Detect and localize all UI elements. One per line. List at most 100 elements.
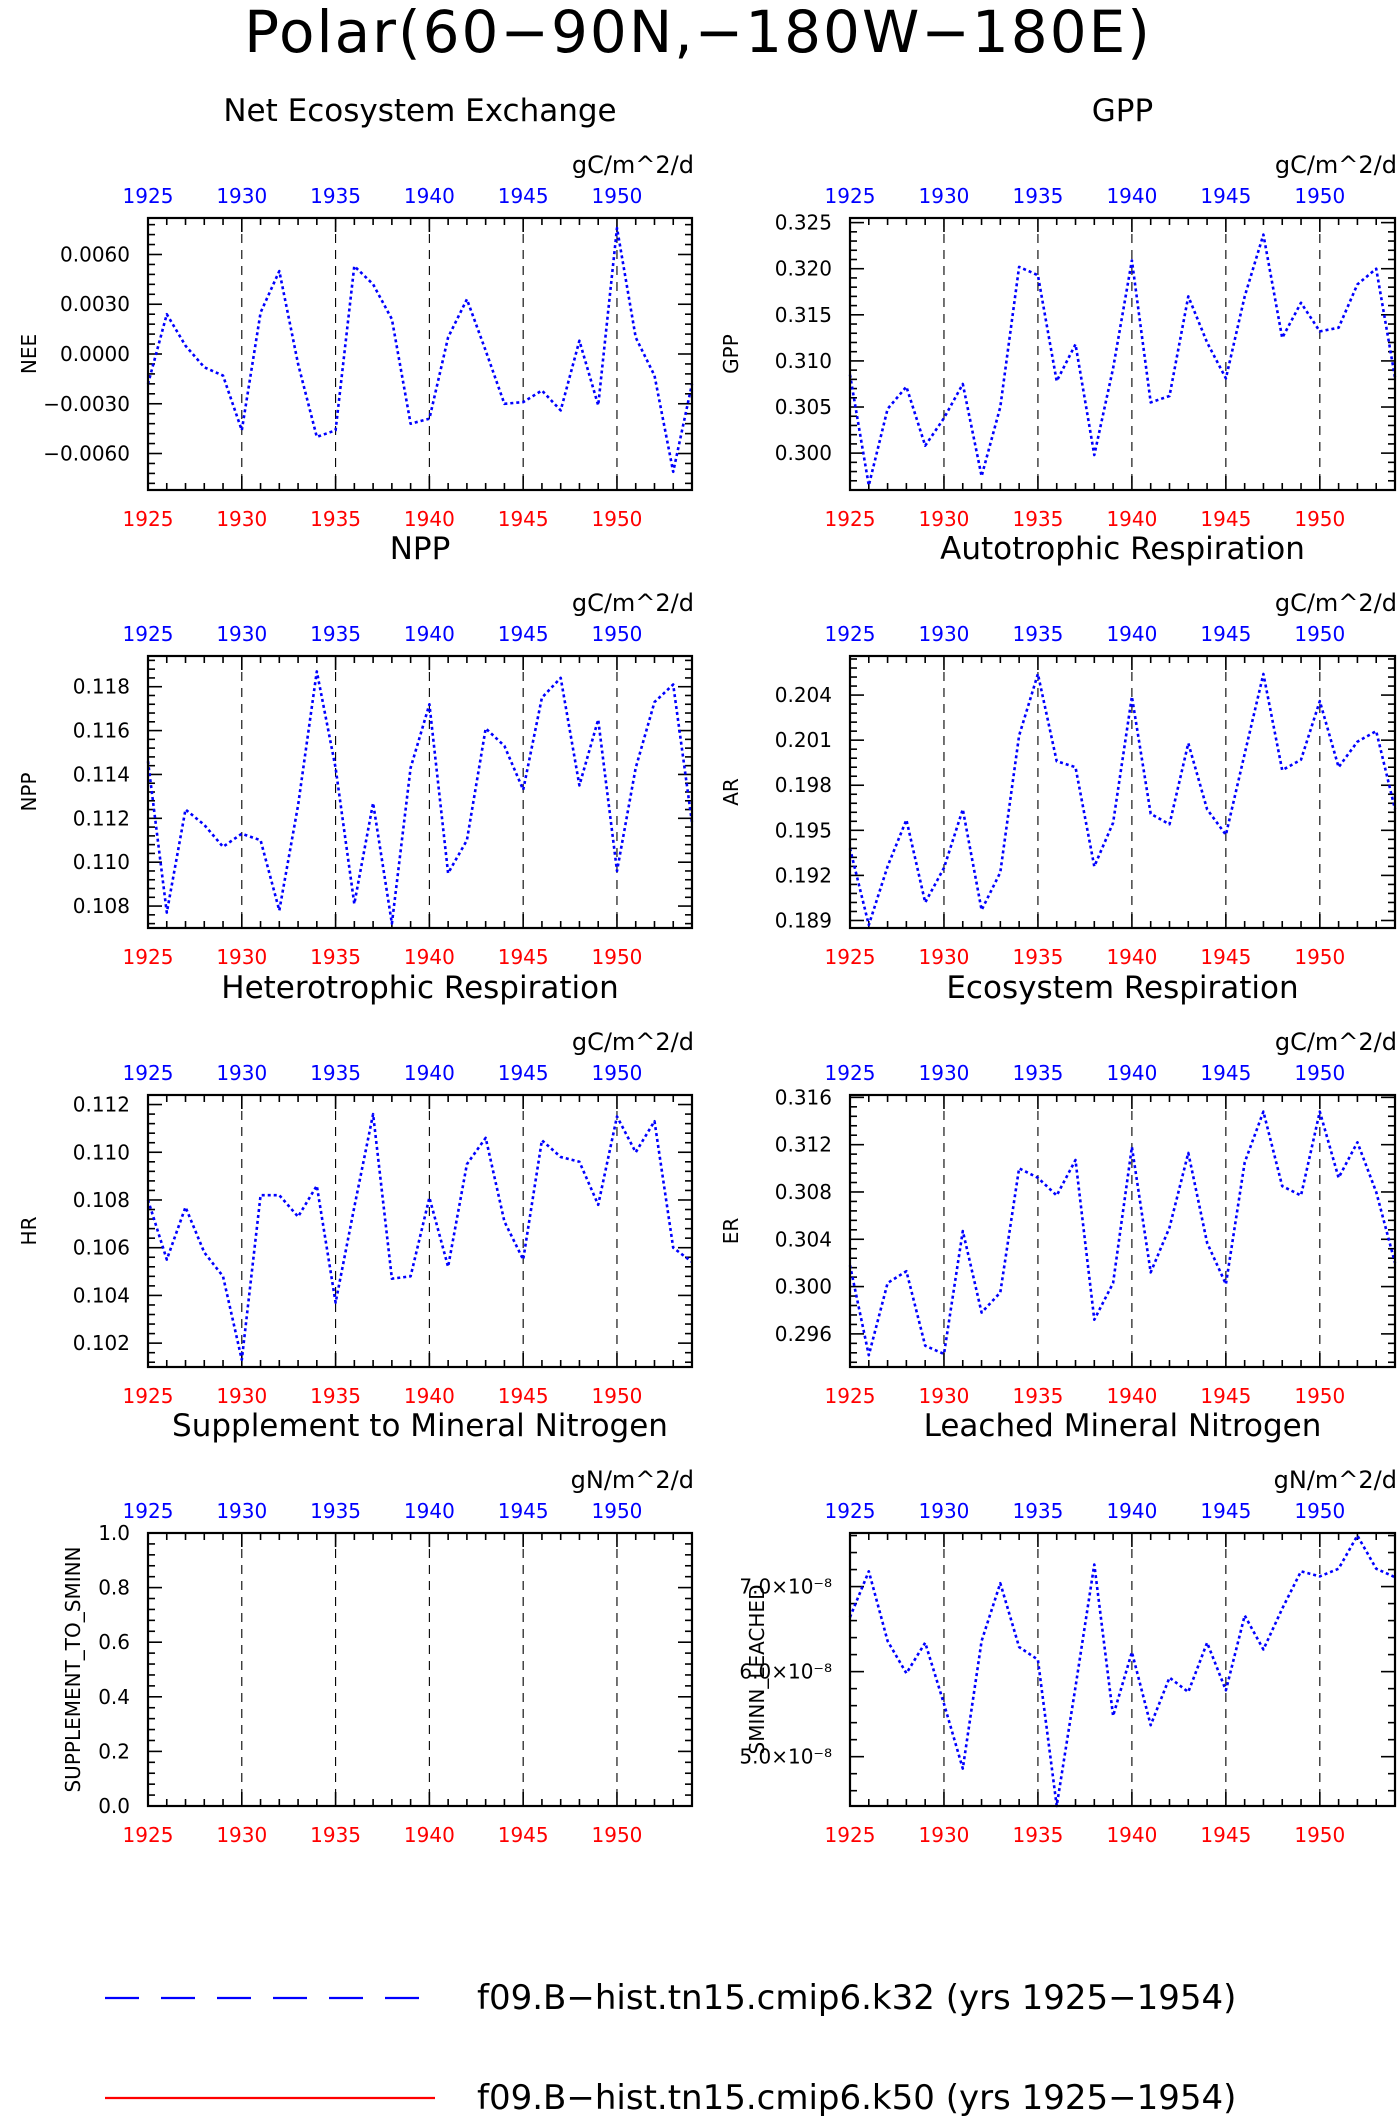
x-tick-label-bottom: 1940 bbox=[404, 1384, 455, 1408]
y-tick-label: 0.0060 bbox=[60, 242, 130, 266]
x-tick-label-top: 1925 bbox=[825, 184, 876, 208]
x-tick-label-bottom: 1930 bbox=[919, 1384, 970, 1408]
x-tick-label-top: 1945 bbox=[498, 1061, 549, 1085]
x-tick-label-top: 1940 bbox=[404, 622, 455, 646]
x-tick-label-top: 1925 bbox=[825, 622, 876, 646]
x-tick-label-top: 1945 bbox=[1200, 1061, 1251, 1085]
series-line-1 bbox=[848, 1534, 1396, 1808]
page-title: Polar(60−90N,−180W−180E) bbox=[244, 0, 1152, 66]
legend-label-2: f09.B−hist.tn15.cmip6.k50 (yrs 1925−1954… bbox=[477, 2078, 1236, 2118]
x-tick-label-top: 1930 bbox=[919, 622, 970, 646]
y-tick-label: 0.315 bbox=[775, 303, 832, 327]
plot-frame bbox=[146, 216, 694, 492]
x-tick-label-top: 1940 bbox=[1106, 184, 1157, 208]
series-line-1 bbox=[848, 233, 1397, 487]
x-tick-label-bottom: 1950 bbox=[592, 1823, 643, 1847]
x-tick-label-top: 1935 bbox=[1012, 622, 1063, 646]
y-tick-label: 0.118 bbox=[73, 675, 130, 699]
x-tick-label-top: 1940 bbox=[1106, 1061, 1157, 1085]
x-tick-label-top: 1945 bbox=[1200, 622, 1251, 646]
x-tick-label-bottom: 1945 bbox=[1200, 1823, 1251, 1847]
x-tick-label-bottom: 1945 bbox=[1200, 1384, 1251, 1408]
y-tick-label: 0.116 bbox=[73, 719, 130, 743]
y-tick-label: −0.0030 bbox=[43, 392, 130, 416]
y-tick-label: 0.296 bbox=[775, 1322, 832, 1346]
legend: f09.B−hist.tn15.cmip6.k32 (yrs 1925−1954… bbox=[105, 1978, 1236, 2118]
panel-title: Heterotrophic Respiration bbox=[221, 970, 618, 1006]
x-tick-label-bottom: 1925 bbox=[825, 1384, 876, 1408]
x-tick-label-bottom: 1935 bbox=[1012, 1384, 1063, 1408]
x-tick-label-top: 1945 bbox=[1200, 184, 1251, 208]
x-tick-label-bottom: 1940 bbox=[1106, 1823, 1157, 1847]
y-tick-label: 0.2 bbox=[98, 1739, 130, 1763]
x-tick-label-top: 1935 bbox=[1012, 184, 1063, 208]
plot-frame bbox=[146, 1531, 694, 1808]
panel-ar: Autotrophic Respiration gC/m^2/d 1925 1925 1… bbox=[719, 531, 1397, 969]
x-tick-label-top: 1925 bbox=[123, 184, 174, 208]
y-axis-label: AR bbox=[719, 778, 743, 806]
x-tick-label-bottom: 1940 bbox=[1106, 1384, 1157, 1408]
units-label: gC/m^2/d bbox=[572, 1028, 694, 1056]
series-line-1 bbox=[146, 226, 694, 474]
units-label: gC/m^2/d bbox=[1275, 589, 1397, 617]
x-tick-label-top: 1945 bbox=[498, 622, 549, 646]
x-tick-label-bottom: 1945 bbox=[498, 945, 549, 969]
x-tick-label-bottom: 1935 bbox=[1012, 1823, 1063, 1847]
x-tick-label-bottom: 1935 bbox=[1012, 945, 1063, 969]
x-tick-label-bottom: 1945 bbox=[498, 1384, 549, 1408]
panel-title: Ecosystem Respiration bbox=[946, 970, 1298, 1006]
y-tick-label: 7.0×10⁻⁸ bbox=[739, 1575, 832, 1599]
x-tick-label-bottom: 1940 bbox=[404, 1823, 455, 1847]
x-tick-label-top: 1935 bbox=[310, 622, 361, 646]
x-tick-label-top: 1930 bbox=[216, 1061, 267, 1085]
plot-frame bbox=[848, 1531, 1397, 1808]
x-tick-label-top: 1945 bbox=[498, 184, 549, 208]
legend-label-1: f09.B−hist.tn15.cmip6.k32 (yrs 1925−1954… bbox=[477, 1978, 1236, 2018]
x-tick-label-bottom: 1925 bbox=[825, 945, 876, 969]
x-tick-label-bottom: 1930 bbox=[216, 507, 267, 531]
x-tick-label-top: 1940 bbox=[404, 184, 455, 208]
x-tick-label-top: 1925 bbox=[123, 622, 174, 646]
units-label: gC/m^2/d bbox=[572, 589, 694, 617]
x-tick-label-top: 1935 bbox=[310, 184, 361, 208]
y-axis-label: NEE bbox=[17, 334, 41, 374]
series-line-1 bbox=[848, 672, 1397, 927]
x-tick-label-top: 1935 bbox=[310, 1061, 361, 1085]
x-tick-label-top: 1925 bbox=[123, 1061, 174, 1085]
x-tick-label-bottom: 1925 bbox=[825, 1823, 876, 1847]
plot-frame bbox=[848, 216, 1397, 492]
x-tick-label-bottom: 1945 bbox=[1200, 945, 1251, 969]
y-tick-label: 0.102 bbox=[73, 1331, 130, 1355]
x-tick-label-bottom: 1950 bbox=[592, 1384, 643, 1408]
x-tick-label-top: 1950 bbox=[1294, 184, 1345, 208]
y-tick-label: 0.195 bbox=[775, 818, 832, 842]
panel-title: Autotrophic Respiration bbox=[940, 531, 1305, 567]
y-axis-label: HR bbox=[17, 1216, 41, 1245]
y-tick-label: 0.8 bbox=[98, 1576, 130, 1600]
y-tick-label: 6.0×10⁻⁸ bbox=[739, 1660, 832, 1684]
y-tick-label: 0.192 bbox=[775, 863, 832, 887]
x-tick-label-bottom: 1950 bbox=[1294, 1384, 1345, 1408]
y-tick-label: 0.305 bbox=[775, 395, 832, 419]
x-tick-label-bottom: 1930 bbox=[216, 1384, 267, 1408]
panel-gpp: GPP gC/m^2/d 1925 1925 1930 1930 1935 1935 1940 1… bbox=[719, 93, 1397, 531]
x-tick-label-top: 1940 bbox=[404, 1499, 455, 1523]
y-tick-label: 0.104 bbox=[73, 1283, 130, 1307]
x-tick-label-top: 1950 bbox=[1294, 1061, 1345, 1085]
y-tick-label: 0.308 bbox=[775, 1180, 832, 1204]
y-axis-label: GPP bbox=[719, 334, 743, 374]
plot-frame bbox=[146, 1093, 694, 1369]
y-tick-label: 0.6 bbox=[98, 1630, 130, 1654]
x-tick-label-top: 1930 bbox=[919, 1061, 970, 1085]
x-tick-label-bottom: 1935 bbox=[310, 507, 361, 531]
y-tick-label: 0.114 bbox=[73, 762, 130, 786]
x-tick-label-bottom: 1945 bbox=[498, 1823, 549, 1847]
x-tick-label-top: 1925 bbox=[825, 1061, 876, 1085]
x-tick-label-bottom: 1935 bbox=[310, 1823, 361, 1847]
panel-title: Net Ecosystem Exchange bbox=[223, 93, 616, 129]
units-label: gN/m^2/d bbox=[571, 1466, 694, 1494]
y-tick-label: 0.0000 bbox=[60, 342, 130, 366]
y-tick-label: 0.108 bbox=[73, 894, 130, 918]
y-tick-label: 0.198 bbox=[775, 773, 832, 797]
